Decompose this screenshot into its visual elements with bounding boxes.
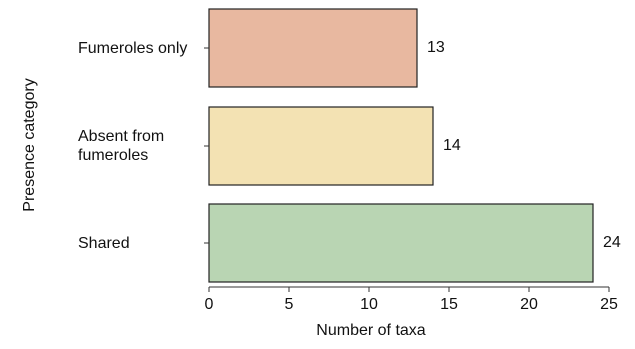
x-axis-label: Number of taxa <box>316 322 426 339</box>
data-label: 14 <box>443 137 461 154</box>
x-tick-label: 15 <box>440 296 458 313</box>
category-label: Shared <box>78 234 130 252</box>
data-label: 13 <box>427 39 445 56</box>
bar <box>208 8 418 88</box>
category-label: Absent from fumeroles <box>78 128 165 164</box>
bar <box>208 106 434 186</box>
category-label: Fumeroles only <box>78 39 188 57</box>
x-tick-label: 25 <box>600 296 618 313</box>
y-axis-label: Presence category <box>21 78 38 212</box>
x-tick-label: 10 <box>360 296 378 313</box>
x-tick-label: 0 <box>204 296 214 313</box>
x-tick-label: 5 <box>284 296 294 313</box>
x-tick-label: 20 <box>520 296 538 313</box>
data-label: 24 <box>603 234 621 251</box>
bar <box>208 203 594 283</box>
